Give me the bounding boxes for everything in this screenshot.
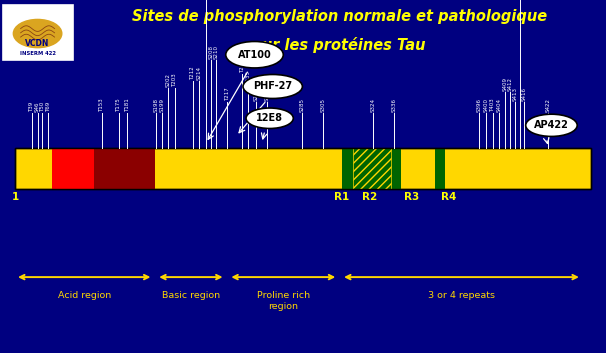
Text: 3 or 4 repeats: 3 or 4 repeats	[428, 291, 495, 300]
Text: T231: T231	[240, 59, 245, 73]
Text: T69: T69	[46, 102, 51, 112]
Text: S412: S412	[507, 77, 512, 91]
Text: R2: R2	[362, 192, 378, 202]
Text: S400: S400	[484, 98, 488, 112]
Text: Basic region: Basic region	[162, 291, 220, 300]
Bar	[353, 148, 391, 189]
Text: Sites de phosphorylation normale et pathologique: Sites de phosphorylation normale et path…	[132, 9, 547, 24]
Bar	[94, 148, 155, 189]
Text: T39: T39	[29, 102, 34, 112]
Text: R1: R1	[333, 192, 349, 202]
Text: PHF-27: PHF-27	[253, 82, 292, 91]
Bar	[353, 148, 391, 189]
Text: AT100: AT100	[238, 50, 271, 60]
Text: S202: S202	[166, 73, 171, 87]
Text: S46: S46	[35, 101, 40, 112]
Text: S210: S210	[213, 45, 218, 59]
Ellipse shape	[246, 108, 293, 128]
Text: S208: S208	[208, 45, 213, 59]
Bar	[15, 148, 591, 189]
Text: S214: S214	[196, 66, 201, 80]
Text: S235: S235	[246, 70, 251, 84]
Bar	[3, 5, 73, 60]
Ellipse shape	[225, 41, 284, 68]
Text: 1: 1	[12, 192, 19, 202]
Text: S262: S262	[264, 87, 269, 101]
Text: Proline rich
region: Proline rich region	[257, 291, 310, 311]
Ellipse shape	[526, 114, 577, 136]
Text: T212: T212	[190, 66, 195, 80]
Text: S198: S198	[154, 98, 159, 112]
Circle shape	[13, 19, 62, 48]
Text: T50: T50	[40, 102, 45, 112]
Text: R3: R3	[404, 192, 420, 202]
Text: S409: S409	[502, 77, 507, 91]
Text: T153: T153	[99, 98, 104, 112]
Text: T175: T175	[116, 98, 121, 112]
Text: S413: S413	[513, 87, 518, 101]
Text: T203: T203	[172, 73, 177, 87]
Text: S416: S416	[522, 87, 527, 101]
Text: INSERM 422: INSERM 422	[19, 51, 56, 56]
Text: S404: S404	[496, 98, 501, 112]
Text: 12E8: 12E8	[256, 113, 283, 123]
Bar	[391, 148, 401, 189]
Text: S285: S285	[299, 98, 304, 112]
Text: S422: S422	[546, 98, 551, 112]
Text: VCDN: VCDN	[25, 39, 50, 48]
Bar	[435, 148, 445, 189]
Bar	[342, 148, 353, 189]
Text: T403: T403	[490, 98, 495, 112]
Ellipse shape	[243, 74, 302, 98]
Text: T181: T181	[125, 98, 130, 112]
Text: S336: S336	[391, 98, 396, 112]
Bar	[52, 148, 94, 189]
Text: S199: S199	[159, 98, 164, 112]
Text: sur les protéines Tau: sur les protéines Tau	[253, 37, 425, 53]
Bar	[15, 148, 591, 189]
Text: T217: T217	[225, 88, 230, 101]
Text: S324: S324	[370, 98, 375, 112]
Text: S305: S305	[321, 98, 325, 112]
Text: R4: R4	[441, 192, 456, 202]
Text: Acid region: Acid region	[58, 291, 111, 300]
Text: S241: S241	[253, 87, 258, 101]
Text: AP422: AP422	[534, 120, 569, 130]
Text: S396: S396	[476, 98, 481, 112]
